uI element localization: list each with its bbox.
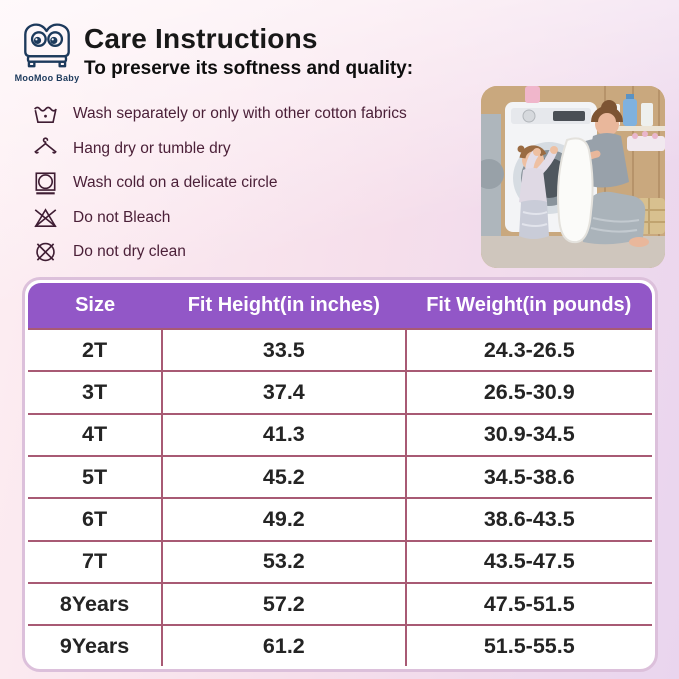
table-row: 7T 53.2 43.5-47.5 [28, 539, 652, 583]
child-figure [517, 145, 558, 239]
brand-logo: MooMoo Baby [9, 21, 85, 83]
weight-cell: 26.5-30.9 [404, 370, 652, 414]
pink-bottle [525, 86, 540, 103]
size-cell: 7T [28, 539, 163, 583]
table-row: 4T 41.3 30.9-34.5 [28, 412, 652, 456]
size-cell: 6T [28, 497, 163, 541]
size-chart-header-row: Size Fit Height(in inches) Fit Weight(in… [28, 283, 652, 329]
table-row: 2T 33.5 24.3-26.5 [28, 327, 652, 372]
height-cell: 33.5 [161, 327, 406, 372]
weight-cell: 30.9-34.5 [404, 412, 652, 456]
care-instruction-text: Wash cold on a delicate circle [73, 174, 278, 192]
mother-and-child-laundry-photo [481, 86, 665, 268]
care-instruction-list: Wash separately or only with other cotto… [30, 97, 480, 270]
weight-cell: 51.5-55.5 [404, 624, 652, 666]
care-instruction-text: Wash separately or only with other cotto… [73, 105, 407, 123]
table-row: 6T 49.2 38.6-43.5 [28, 497, 652, 541]
size-cell: 5T [28, 454, 163, 499]
delicate-cycle-icon [30, 170, 60, 196]
weight-cell: 43.5-47.5 [404, 539, 652, 583]
table-row: 3T 37.4 26.5-30.9 [28, 370, 652, 414]
care-item-hang-dry: Hang dry or tumble dry [30, 132, 480, 167]
owl-logo-icon [24, 23, 70, 68]
photo-illustration [481, 86, 665, 268]
height-cell: 49.2 [161, 497, 406, 541]
height-cell: 61.2 [161, 624, 406, 666]
table-row: 9Years 61.2 51.5-55.5 [28, 624, 652, 666]
do-not-bleach-icon [30, 205, 60, 231]
care-instruction-text: Do not dry clean [73, 243, 186, 261]
size-cell: 8Years [28, 581, 163, 626]
size-cell: 2T [28, 327, 163, 372]
care-instruction-text: Do not Bleach [73, 208, 171, 226]
mother-figure [566, 100, 649, 247]
column-header-height: Fit Height(in inches) [162, 283, 406, 329]
brand-name: MooMoo Baby [14, 73, 80, 83]
weight-cell: 24.3-26.5 [404, 327, 652, 372]
white-towel [557, 137, 594, 244]
weight-cell: 47.5-51.5 [404, 581, 652, 626]
table-row: 5T 45.2 34.5-38.6 [28, 454, 652, 499]
height-cell: 45.2 [161, 454, 406, 499]
table-row: 8Years 57.2 47.5-51.5 [28, 581, 652, 626]
hanger-icon [30, 136, 60, 162]
column-header-weight: Fit Weight(in pounds) [405, 283, 652, 329]
column-header-size: Size [28, 283, 163, 329]
size-chart: Size Fit Height(in inches) Fit Weight(in… [22, 277, 658, 672]
height-cell: 37.4 [161, 370, 406, 414]
wash-tub-icon [30, 101, 60, 127]
care-instruction-text: Hang dry or tumble dry [73, 139, 231, 157]
do-not-dry-clean-icon [30, 239, 60, 265]
size-cell: 9Years [28, 624, 163, 666]
care-item-delicate: Wash cold on a delicate circle [30, 166, 480, 201]
page-subtitle: To preserve its softness and quality: [84, 58, 414, 79]
detergent-shelf [607, 94, 665, 151]
care-item-no-bleach: Do not Bleach [30, 201, 480, 236]
height-cell: 53.2 [161, 539, 406, 583]
weight-cell: 38.6-43.5 [404, 497, 652, 541]
care-item-no-dry-clean: Do not dry clean [30, 235, 480, 270]
weight-cell: 34.5-38.6 [404, 454, 652, 499]
title-block: Care Instructions To preserve its softne… [84, 23, 413, 80]
size-cell: 4T [28, 412, 163, 456]
height-cell: 41.3 [161, 412, 406, 456]
page-title: Care Instructions [84, 23, 318, 54]
size-cell: 3T [28, 370, 163, 414]
care-item-wash: Wash separately or only with other cotto… [30, 97, 480, 132]
height-cell: 57.2 [161, 581, 406, 626]
